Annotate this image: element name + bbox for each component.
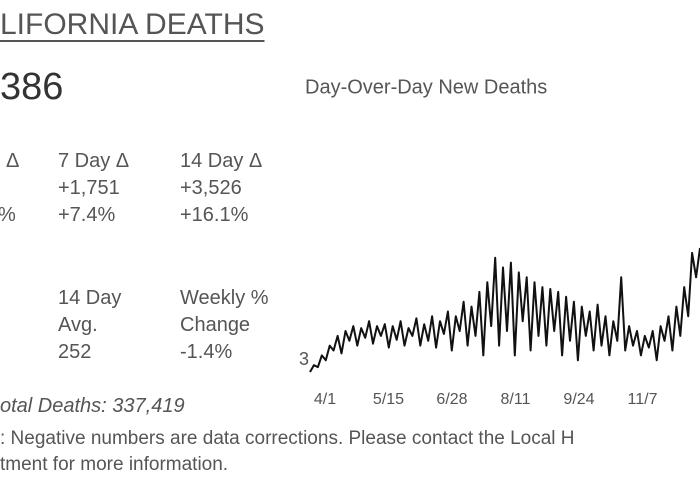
total: 386: [0, 66, 64, 108]
footnote: : Negative numbers are data corrections.…: [0, 428, 575, 449]
stat-value: %: [0, 202, 16, 229]
total-deaths: otal Deaths: 337,419: [0, 395, 185, 417]
x-tick-label: 4/1: [314, 391, 336, 408]
x-tick-label: 8/11: [501, 391, 531, 408]
chart-title: Day-Over-Day New Deaths: [305, 76, 547, 98]
stat-header: Δ: [6, 150, 20, 172]
line: [309, 247, 700, 373]
footnote: tment for more information.: [0, 454, 229, 475]
stat-value: +3,526: [180, 177, 242, 199]
stat-value: +1,751: [58, 177, 120, 199]
x-tick-label: 11/7: [628, 391, 658, 408]
stat-header: 7 Day Δ: [58, 150, 130, 172]
weekly-label: Change: [180, 314, 251, 336]
stat-value: +7.4%: [58, 204, 116, 226]
start-label: 3: [299, 349, 309, 369]
stat-header: 14 Day Δ: [180, 150, 263, 172]
avg-label: 14 Day: [58, 287, 122, 309]
x-tick-label: 9/24: [563, 391, 594, 408]
weekly-value: -1.4%: [180, 341, 233, 363]
title: LIFORNIA DEATHS: [0, 8, 265, 41]
stat-value: +16.1%: [180, 204, 249, 226]
weekly-label: Weekly %: [180, 287, 269, 309]
avg-label: Avg.: [58, 314, 98, 336]
x-tick-label: 5/15: [373, 391, 404, 408]
avg-value: 252: [58, 341, 92, 363]
x-tick-label: 6/28: [436, 391, 467, 408]
